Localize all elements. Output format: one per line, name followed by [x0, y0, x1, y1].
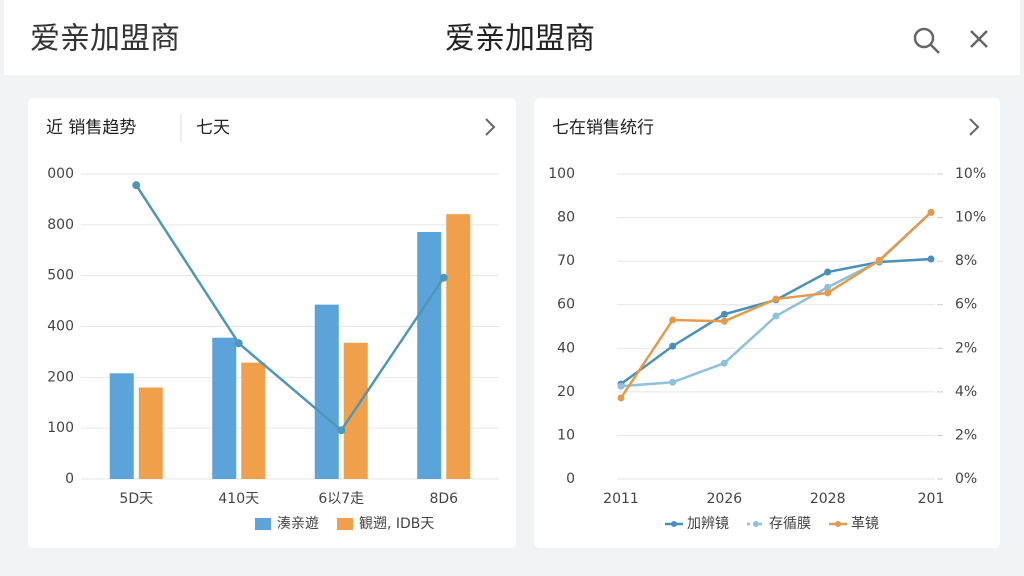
- chevron[interactable]: [969, 118, 980, 136]
- header-bar: [4, 0, 1020, 75]
- legend-dot: [753, 521, 759, 527]
- series-point: [824, 289, 832, 297]
- y-tick-label: 100: [47, 420, 74, 436]
- y-tick-label: 100: [548, 166, 575, 182]
- x-tick-label: 2026: [707, 491, 743, 507]
- card: [28, 98, 516, 548]
- y-tick-label: 400: [47, 319, 74, 335]
- series-point: [669, 342, 677, 350]
- x-tick-label: 8D6: [429, 491, 458, 507]
- y-tick-label: 80: [557, 210, 575, 226]
- series-point: [720, 317, 728, 325]
- series-point: [772, 312, 780, 320]
- legend-label: 革镜: [851, 516, 879, 532]
- y-tick-label: 70: [557, 253, 575, 269]
- y2-tick-label: 10%: [955, 210, 986, 226]
- legend-label: 加辨镜: [687, 516, 729, 532]
- y-tick-label: 10: [557, 427, 575, 443]
- series-point: [875, 256, 883, 264]
- bar: [343, 342, 368, 479]
- trend-point: [234, 339, 243, 348]
- y-tick-label: 000: [47, 166, 74, 182]
- card-subtitle[interactable]: 七天: [196, 118, 230, 138]
- bar: [109, 373, 134, 479]
- x-tick-label: 410天: [218, 491, 259, 507]
- y2-tick-label: 2%: [955, 340, 977, 356]
- x-tick-label: 2028: [810, 491, 846, 507]
- header-center-title: 爱亲加盟商: [445, 22, 595, 57]
- bar: [212, 337, 237, 479]
- bar: [446, 214, 471, 480]
- trend-line: [135, 184, 445, 433]
- header-title: 爱亲加盟商: [30, 22, 180, 57]
- chevron[interactable]: [485, 118, 496, 136]
- bar: [241, 362, 266, 479]
- y2-tick-label: 8%: [955, 253, 977, 269]
- card-title: 近 销售趋势: [46, 118, 136, 138]
- series-point: [927, 255, 935, 263]
- y-tick-label: 200: [47, 369, 74, 385]
- y-tick-label: 0: [65, 471, 74, 487]
- series-point: [720, 359, 728, 367]
- series-point: [720, 310, 728, 318]
- y-tick-label: 60: [557, 297, 575, 313]
- y-tick-label: 20: [557, 384, 575, 400]
- search-icon[interactable]: [913, 27, 940, 54]
- series-point: [927, 208, 935, 216]
- legend-label: 存循膜: [769, 516, 811, 532]
- y2-tick-label: 2%: [955, 427, 977, 443]
- legend-swatch: [337, 518, 353, 530]
- y2-tick-label: 6%: [955, 297, 977, 313]
- y-tick-label: 0: [566, 471, 575, 487]
- y2-tick-label: 0%: [955, 471, 977, 487]
- series-point: [669, 316, 677, 324]
- y2-tick-label: 10%: [955, 166, 986, 182]
- close-icon[interactable]: [970, 30, 988, 48]
- trend-point: [439, 273, 448, 282]
- trend-point: [337, 426, 346, 435]
- trend-point: [132, 181, 141, 190]
- bar: [138, 387, 163, 479]
- bar: [314, 304, 339, 479]
- x-tick-label: 2011: [603, 491, 639, 507]
- series-point: [617, 394, 625, 402]
- legend-dot: [671, 521, 677, 527]
- series-point: [669, 378, 677, 386]
- y-tick-label: 500: [47, 268, 74, 284]
- card-title: 七在销售统行: [552, 118, 654, 138]
- series-point: [824, 268, 832, 276]
- legend-label: 観遡, IDB天: [359, 515, 434, 532]
- y2-tick-label: 4%: [955, 384, 977, 400]
- series-point: [772, 295, 780, 303]
- y-tick-label: 40: [557, 340, 575, 356]
- x-tick-label: 6以7走: [318, 491, 364, 507]
- series-point: [617, 382, 625, 390]
- legend-label: 湊亲遊: [277, 515, 319, 532]
- series-point: [824, 283, 832, 291]
- legend-swatch: [255, 518, 271, 530]
- legend-dot: [835, 521, 841, 527]
- x-tick-label: 201: [918, 491, 945, 507]
- y-tick-label: 800: [47, 217, 74, 233]
- x-tick-label: 5D天: [119, 491, 153, 507]
- bar: [417, 231, 442, 479]
